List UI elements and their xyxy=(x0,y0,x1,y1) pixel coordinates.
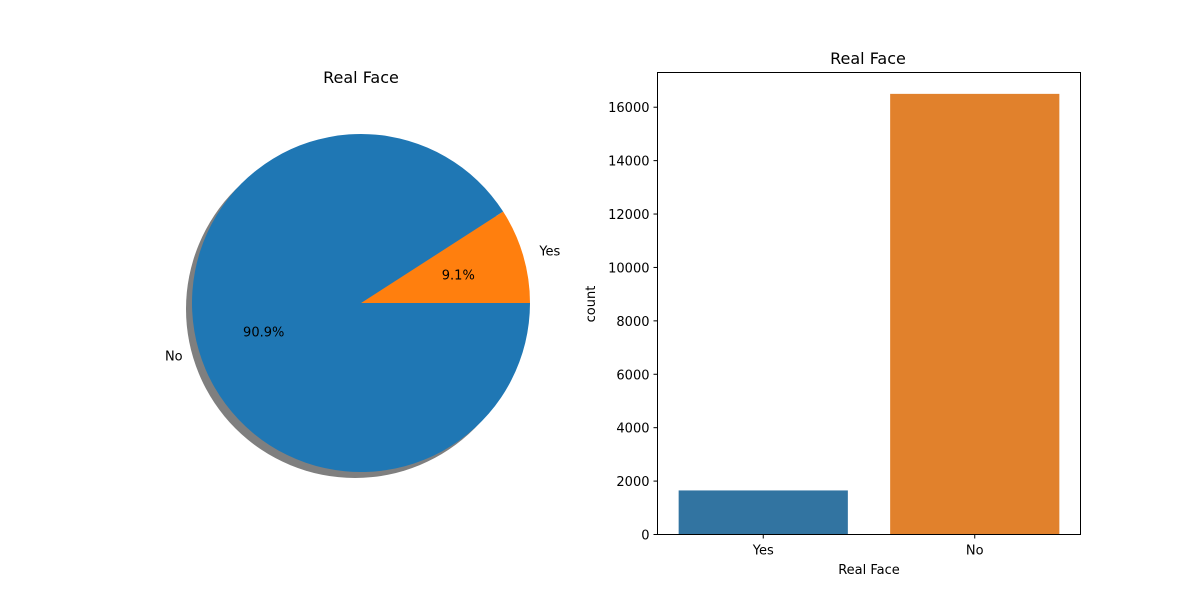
x-axis-label: Real Face xyxy=(838,563,900,578)
y-tick-label: 0 xyxy=(641,529,649,544)
y-tick-label: 16000 xyxy=(608,101,649,116)
plot-frame xyxy=(657,72,1081,535)
bar-chart: Real Face 0 2000 4000 6000 8000 10000 12000 140… xyxy=(584,49,1081,578)
pie-slices xyxy=(192,134,530,473)
y-tick-label: 14000 xyxy=(608,155,649,170)
pie-slice-yes xyxy=(361,211,530,303)
pie-pct-label-yes: 9.1% xyxy=(442,268,475,283)
y-tick-label: 8000 xyxy=(616,315,649,330)
pie-title: Real Face xyxy=(323,68,399,87)
x-tick-label-no: No xyxy=(966,544,984,559)
bar-yes xyxy=(678,490,848,535)
bar-title: Real Face xyxy=(830,49,906,68)
y-axis-label: count xyxy=(584,286,599,323)
x-tick-label-yes: Yes xyxy=(752,544,774,559)
pie-slice-no xyxy=(192,134,530,473)
bar-no xyxy=(890,93,1060,535)
pie-pct-label-no: 90.9% xyxy=(243,326,284,341)
y-tick-label: 2000 xyxy=(616,475,649,490)
pie-slice-label-yes: Yes xyxy=(538,245,560,260)
y-tick-label: 12000 xyxy=(608,208,649,223)
y-axis: 0 2000 4000 6000 8000 10000 12000 14000 16000 xyxy=(608,101,658,544)
y-tick-label: 6000 xyxy=(616,368,649,383)
pie-slice-label-no: No xyxy=(165,349,183,364)
pie-labels: 9.1% Yes 90.9% No xyxy=(165,245,561,365)
pie-chart: Real Face 9.1% Yes 90.9% No xyxy=(165,68,561,478)
y-tick-label: 4000 xyxy=(616,422,649,437)
bar-bars xyxy=(678,93,1060,535)
y-tick-label: 10000 xyxy=(608,261,649,276)
x-axis: Yes No xyxy=(752,534,984,559)
